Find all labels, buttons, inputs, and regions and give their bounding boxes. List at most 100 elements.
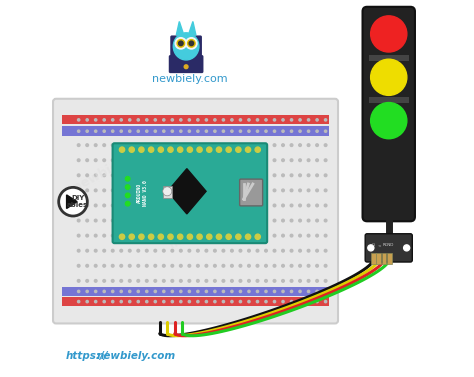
Circle shape bbox=[222, 144, 225, 147]
Circle shape bbox=[299, 119, 301, 121]
Circle shape bbox=[282, 130, 284, 132]
Circle shape bbox=[205, 300, 208, 303]
Circle shape bbox=[239, 250, 242, 252]
Circle shape bbox=[222, 219, 225, 222]
Circle shape bbox=[205, 280, 208, 282]
Text: newbiely.com: newbiely.com bbox=[71, 138, 162, 194]
Circle shape bbox=[239, 290, 242, 293]
Circle shape bbox=[154, 159, 156, 162]
Circle shape bbox=[78, 290, 80, 293]
Circle shape bbox=[120, 119, 122, 121]
Circle shape bbox=[197, 130, 199, 132]
Circle shape bbox=[146, 250, 148, 252]
Circle shape bbox=[103, 234, 106, 237]
Circle shape bbox=[265, 290, 267, 293]
Circle shape bbox=[273, 280, 276, 282]
Circle shape bbox=[188, 280, 191, 282]
Circle shape bbox=[197, 119, 199, 121]
Circle shape bbox=[146, 265, 148, 267]
Circle shape bbox=[78, 300, 80, 303]
Circle shape bbox=[197, 234, 199, 237]
Circle shape bbox=[163, 265, 165, 267]
Circle shape bbox=[163, 174, 165, 176]
Circle shape bbox=[146, 290, 148, 293]
Circle shape bbox=[231, 300, 233, 303]
FancyBboxPatch shape bbox=[365, 234, 412, 262]
Circle shape bbox=[239, 159, 242, 162]
Circle shape bbox=[256, 234, 259, 237]
Circle shape bbox=[94, 174, 97, 176]
Bar bbox=[387, 253, 392, 264]
Circle shape bbox=[120, 174, 123, 176]
Circle shape bbox=[264, 234, 267, 237]
Circle shape bbox=[214, 234, 216, 237]
Circle shape bbox=[222, 250, 225, 252]
Circle shape bbox=[282, 189, 284, 192]
Bar bbox=[376, 253, 381, 264]
Circle shape bbox=[171, 280, 173, 282]
Circle shape bbox=[128, 204, 131, 207]
Circle shape bbox=[307, 234, 310, 237]
Circle shape bbox=[205, 290, 208, 293]
Circle shape bbox=[180, 234, 182, 237]
Bar bbox=[369, 55, 409, 61]
Circle shape bbox=[126, 176, 130, 181]
Circle shape bbox=[128, 144, 131, 147]
Circle shape bbox=[128, 119, 131, 121]
Circle shape bbox=[239, 144, 242, 147]
Circle shape bbox=[239, 174, 242, 176]
Circle shape bbox=[103, 300, 105, 303]
Circle shape bbox=[222, 234, 225, 237]
Circle shape bbox=[273, 219, 276, 222]
Circle shape bbox=[103, 204, 106, 207]
Circle shape bbox=[171, 174, 173, 176]
Circle shape bbox=[77, 189, 80, 192]
Circle shape bbox=[226, 234, 231, 239]
Circle shape bbox=[222, 159, 225, 162]
Circle shape bbox=[291, 290, 292, 293]
Circle shape bbox=[247, 159, 250, 162]
Circle shape bbox=[188, 204, 191, 207]
Circle shape bbox=[214, 130, 216, 132]
Circle shape bbox=[324, 159, 327, 162]
Circle shape bbox=[324, 250, 327, 252]
Bar bbox=[164, 186, 172, 198]
Circle shape bbox=[248, 130, 250, 132]
Circle shape bbox=[168, 147, 173, 152]
Circle shape bbox=[264, 144, 267, 147]
Circle shape bbox=[371, 16, 407, 52]
Circle shape bbox=[137, 144, 139, 147]
Circle shape bbox=[103, 250, 106, 252]
Text: newbiely.com: newbiely.com bbox=[167, 202, 246, 250]
Circle shape bbox=[120, 130, 122, 132]
Circle shape bbox=[290, 144, 293, 147]
Circle shape bbox=[247, 204, 250, 207]
Circle shape bbox=[307, 144, 310, 147]
Circle shape bbox=[180, 280, 182, 282]
Text: ARDUINO
NANO V3.0: ARDUINO NANO V3.0 bbox=[137, 180, 148, 206]
Circle shape bbox=[103, 290, 105, 293]
Circle shape bbox=[180, 300, 182, 303]
Circle shape bbox=[308, 119, 310, 121]
Circle shape bbox=[137, 189, 139, 192]
Circle shape bbox=[273, 189, 276, 192]
Circle shape bbox=[290, 219, 293, 222]
Circle shape bbox=[299, 300, 301, 303]
Circle shape bbox=[146, 159, 148, 162]
Circle shape bbox=[163, 300, 165, 303]
Circle shape bbox=[163, 189, 165, 192]
Circle shape bbox=[171, 290, 173, 293]
Circle shape bbox=[214, 144, 216, 147]
Circle shape bbox=[59, 187, 87, 216]
Circle shape bbox=[163, 159, 165, 162]
Circle shape bbox=[128, 234, 131, 237]
Circle shape bbox=[197, 189, 199, 192]
Circle shape bbox=[128, 280, 131, 282]
Circle shape bbox=[282, 119, 284, 121]
Circle shape bbox=[154, 300, 156, 303]
Circle shape bbox=[264, 204, 267, 207]
Circle shape bbox=[205, 219, 208, 222]
Circle shape bbox=[255, 147, 260, 152]
Circle shape bbox=[178, 234, 183, 239]
Circle shape bbox=[77, 204, 80, 207]
